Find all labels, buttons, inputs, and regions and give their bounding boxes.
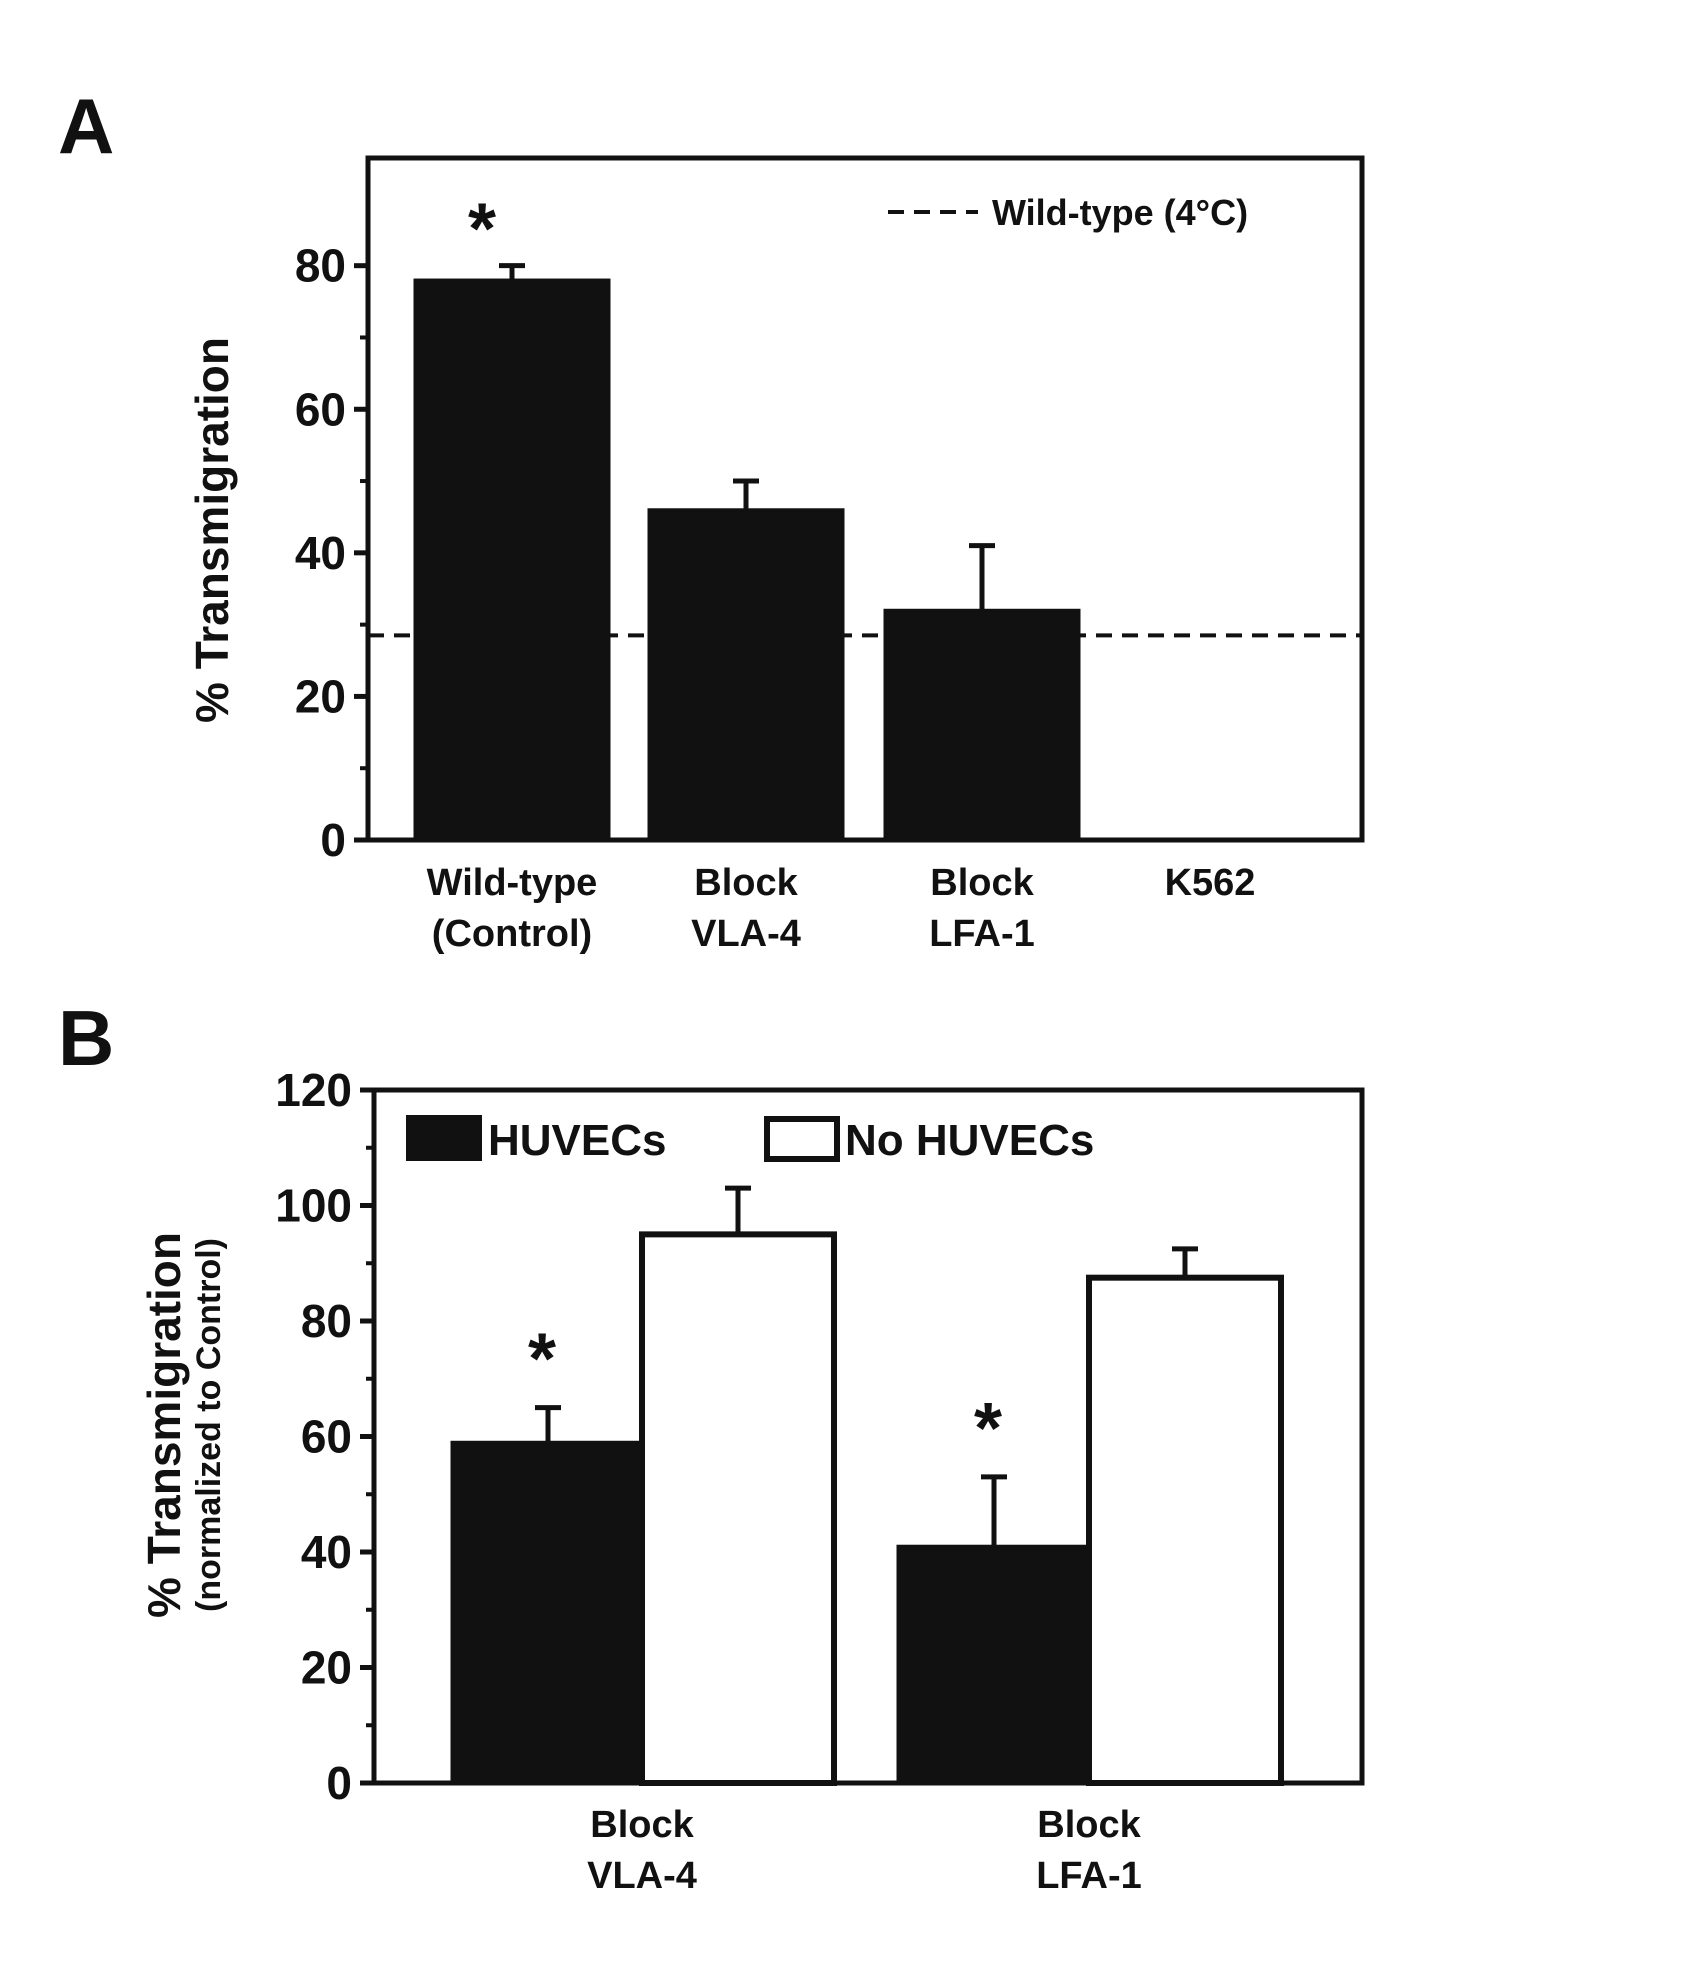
panel-a-category-label: VLA-4 xyxy=(691,913,801,955)
panel-b-y-tick-label: 40 xyxy=(301,1526,352,1578)
panel-a-significance-star: * xyxy=(468,190,496,270)
panel-b-category-label: VLA-4 xyxy=(587,1855,697,1897)
panel-b-y-tick-label: 20 xyxy=(301,1642,352,1694)
panel-a-y-tick-label: 60 xyxy=(295,383,346,435)
panel-b-bars: ** xyxy=(452,1188,1281,1783)
panel-a-bars: * xyxy=(368,190,1362,840)
panel-a-bar xyxy=(885,610,1079,840)
figure: A % Transmigration 0 20 40 60 80 Wild-type (Co… xyxy=(0,0,1681,1961)
panel-b-significance-star: * xyxy=(528,1320,556,1400)
panel-b-y-axis-sublabel: (normalized to Control) xyxy=(190,1238,228,1612)
legend-swatch-no-huvecs xyxy=(767,1119,837,1159)
panel-b-y-tick-label: 100 xyxy=(275,1180,352,1232)
panel-b-y-tick-label: 0 xyxy=(326,1757,352,1809)
panel-a-category-label: Block xyxy=(694,862,798,904)
panel-b-category-label: Block xyxy=(590,1804,694,1846)
panel-a-category-label: LFA-1 xyxy=(929,913,1035,955)
panel-b: B % Transmigration (normalized to Contro… xyxy=(58,994,1362,1897)
panel-a-category-label: Wild-type xyxy=(427,862,598,904)
panel-b-legend: HUVECs No HUVECs xyxy=(408,1116,1094,1165)
panel-b-category-label: Block xyxy=(1037,1804,1141,1846)
panel-b-category-label: LFA-1 xyxy=(1036,1855,1142,1897)
panel-a-legend: Wild-type (4°C) xyxy=(888,192,1248,233)
panel-b-bar-no-huvecs xyxy=(1089,1278,1281,1783)
panel-b-y-axis-label: % Transmigration xyxy=(138,1232,190,1618)
panel-b-bar-no-huvecs xyxy=(642,1234,834,1783)
panel-a-bar xyxy=(415,280,609,840)
panel-b-y-tick-label: 60 xyxy=(301,1411,352,1463)
panel-a-y-tick-label: 80 xyxy=(295,240,346,292)
panel-a-y-axis-label: % Transmigration xyxy=(186,337,238,723)
panel-a-bar xyxy=(649,510,843,840)
legend-label-huvecs: HUVECs xyxy=(488,1116,667,1165)
panel-b-letter: B xyxy=(58,994,114,1082)
panel-b-y-tick-label: 80 xyxy=(301,1295,352,1347)
panel-a-category-label: (Control) xyxy=(432,913,592,955)
panel-a: A % Transmigration 0 20 40 60 80 Wild-type (Co… xyxy=(58,82,1362,955)
panel-a-category-label: Block xyxy=(930,862,1034,904)
panel-b-bar-huvecs xyxy=(898,1546,1090,1783)
panel-a-y-tick-label: 40 xyxy=(295,527,346,579)
legend-swatch-huvecs xyxy=(408,1117,480,1159)
legend-label-no-huvecs: No HUVECs xyxy=(845,1116,1094,1165)
panel-b-significance-star: * xyxy=(974,1389,1002,1469)
panel-a-y-tick-label: 20 xyxy=(295,670,346,722)
panel-b-y-tick-label: 120 xyxy=(275,1064,352,1116)
panel-a-category-label: K562 xyxy=(1165,862,1256,904)
panel-a-letter: A xyxy=(58,82,114,170)
panel-a-legend-label: Wild-type (4°C) xyxy=(992,192,1248,233)
panel-a-y-tick-label: 0 xyxy=(320,814,346,866)
panel-b-bar-huvecs xyxy=(452,1442,644,1783)
